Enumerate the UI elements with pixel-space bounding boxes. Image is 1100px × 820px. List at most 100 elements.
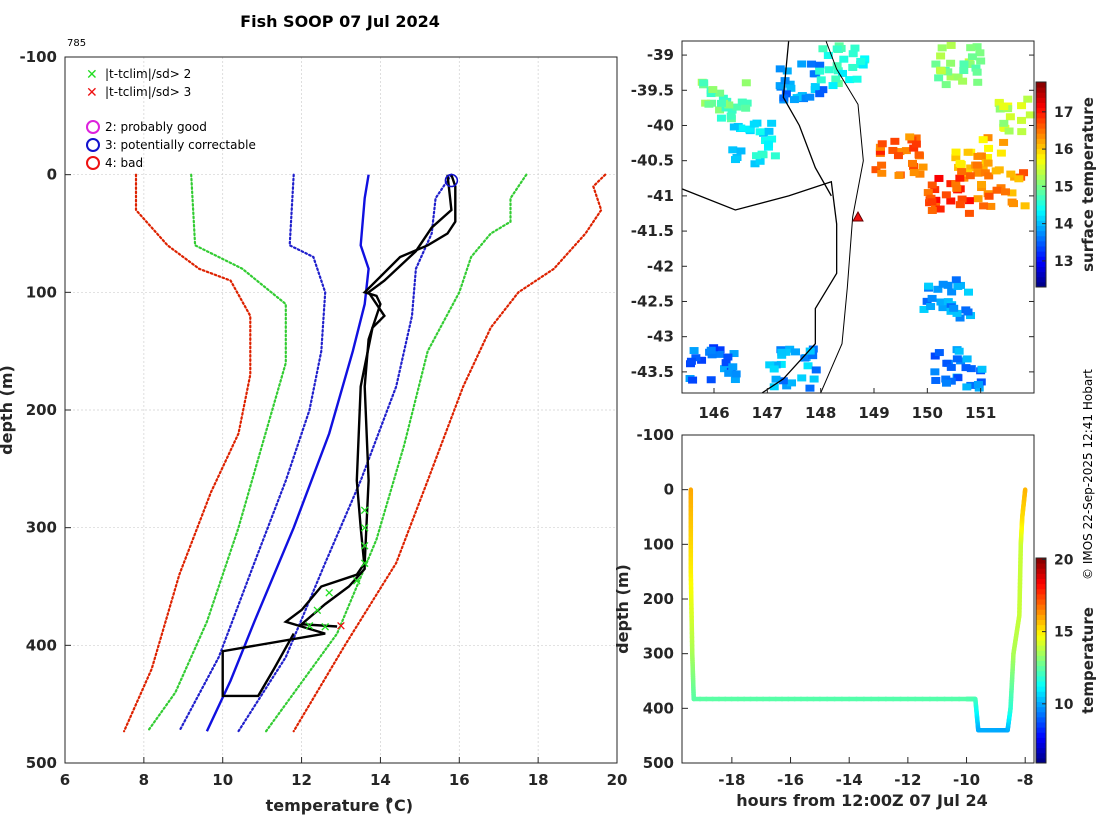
- sst-cell: [978, 136, 988, 144]
- sst-cell: [952, 309, 962, 317]
- sst-cell: [852, 75, 862, 83]
- sst-cell: [974, 384, 984, 392]
- temp-colorbar-segment: [1036, 578, 1046, 585]
- sst-cell: [815, 61, 825, 69]
- sst-cell: [963, 288, 973, 296]
- sst-cell: [778, 377, 788, 385]
- sst-cell: [708, 86, 718, 94]
- sst-cell: [764, 127, 774, 135]
- sst-cell: [785, 80, 795, 88]
- temp-colorbar-tick-label: 10: [1054, 697, 1074, 713]
- sst-cell: [922, 297, 932, 305]
- sst-cell: [943, 68, 953, 76]
- sst-cell: [828, 82, 838, 90]
- sst-colorbar-segment: [1036, 138, 1046, 144]
- profile-plot: 6 8 10 12 14 16 18 20-1000100200300400500✕✕✕✕✕✕…: [0, 48, 627, 815]
- temp-colorbar-segment: [1036, 573, 1046, 579]
- sst-cell: [786, 84, 796, 92]
- series-line: [265, 173, 528, 733]
- sst-cell: [927, 181, 937, 189]
- sst-colorbar-segment: [1036, 123, 1046, 129]
- sst-cell: [1009, 200, 1019, 208]
- sst-cell: [973, 381, 983, 389]
- map-y-tick-label: -41: [647, 187, 674, 205]
- sst-cell: [951, 148, 961, 156]
- sst-cell: [983, 134, 993, 142]
- sst-cell: [972, 43, 982, 51]
- sst-cell: [731, 370, 741, 378]
- flag3-marker: ✕: [336, 619, 347, 634]
- drop-id: 785: [67, 38, 86, 49]
- sst-cell: [963, 148, 973, 156]
- sst-cell: [724, 101, 734, 109]
- x-axis-label: temperature (: [266, 796, 393, 815]
- sst-cell: [755, 128, 765, 136]
- sst-cell: [871, 166, 881, 174]
- temp-colorbar-segment: [1036, 675, 1046, 682]
- sst-cell: [971, 64, 981, 72]
- temp-colorbar-segment: [1036, 701, 1046, 708]
- sst-cell: [875, 147, 885, 155]
- sst-cell: [789, 96, 799, 104]
- x-tick-label: 10: [212, 771, 233, 789]
- sst-cell: [832, 45, 842, 53]
- sst-cell: [877, 140, 887, 148]
- temp-colorbar-segment: [1036, 706, 1046, 713]
- sst-cell: [934, 74, 944, 82]
- temp-colorbar-segment: [1036, 583, 1046, 590]
- sst-cell: [790, 348, 800, 356]
- sst-cell: [1023, 95, 1033, 103]
- sst-colorbar-segment: [1036, 276, 1046, 283]
- sst-cell: [973, 195, 983, 203]
- sst-cell: [942, 359, 952, 367]
- sst-cell: [935, 205, 945, 213]
- sst-cell: [1017, 128, 1027, 136]
- series-line: [123, 173, 252, 733]
- temp-colorbar-segment: [1036, 691, 1046, 697]
- sst-cell: [815, 67, 825, 75]
- y-tick-label: 0: [47, 166, 57, 184]
- sst-cell: [749, 120, 759, 128]
- sst-cell: [858, 61, 868, 69]
- x-tick-label: 16: [449, 771, 470, 789]
- sst-map-plot: 146 147 148 149 150 151 -39 -39.5 -40 -40.5 -41 -41…: [631, 40, 1097, 422]
- sst-cell: [1020, 202, 1030, 210]
- sst-cell: [973, 152, 983, 160]
- sst-cell: [755, 157, 765, 165]
- temp-colorbar-segment: [1036, 686, 1046, 692]
- sst-colorbar-segment: [1036, 158, 1046, 165]
- sst-colorbar-segment: [1036, 112, 1046, 119]
- sst-cell: [809, 70, 819, 78]
- sst-cell: [764, 140, 774, 148]
- y-tick-label: 400: [26, 636, 57, 654]
- sst-colorbar-segment: [1036, 271, 1046, 278]
- map-y-tick-label: -39.5: [631, 81, 674, 99]
- temp-colorbar-segment: [1036, 568, 1046, 574]
- sst-cell: [984, 192, 994, 200]
- sst-cell: [721, 359, 731, 367]
- sst-cell: [787, 379, 797, 387]
- sst-cell: [895, 148, 905, 156]
- sst-colorbar-segment: [1036, 189, 1046, 196]
- sst-cell: [934, 174, 944, 182]
- sst-cell: [890, 137, 900, 145]
- sst-cell: [741, 104, 751, 112]
- time-x-axis-label: hours from 12:00Z 07 Jul 24: [736, 791, 987, 810]
- x-axis-label-superscript: o: [386, 795, 393, 806]
- sst-cell: [927, 206, 937, 214]
- sst-cell: [888, 146, 898, 154]
- sst-cell: [914, 151, 924, 159]
- series-line: [178, 173, 327, 733]
- sst-cell: [808, 352, 818, 360]
- temp-colorbar-frame: [1035, 557, 1047, 764]
- flag2-marker: ✕: [359, 557, 370, 572]
- sst-cell: [986, 202, 996, 210]
- sst-cell: [973, 169, 983, 177]
- sst-cell: [983, 159, 993, 167]
- sst-cell: [832, 62, 842, 70]
- sst-cell: [946, 59, 956, 67]
- flag2-marker: ✕: [359, 504, 370, 519]
- sst-cell: [741, 79, 751, 87]
- time-y-tick-label: 0: [664, 481, 674, 499]
- sst-cell: [823, 51, 833, 59]
